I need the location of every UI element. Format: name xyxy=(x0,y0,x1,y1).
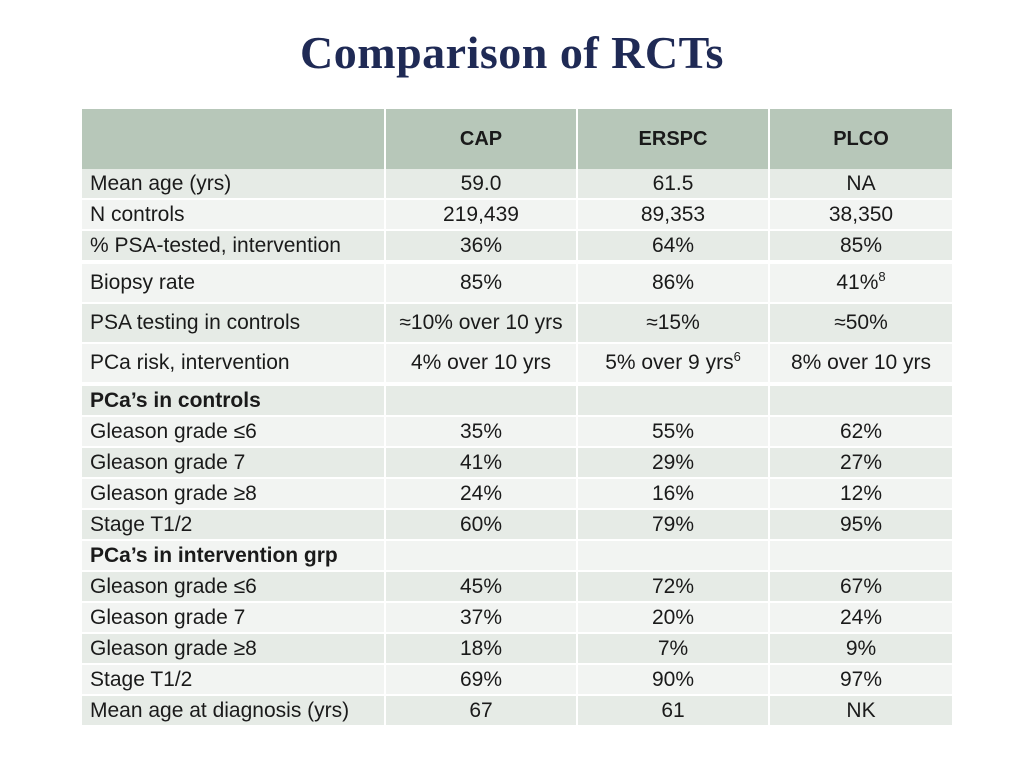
erspc-cell: 79% xyxy=(578,510,770,541)
table-row: Gleason grade ≥8 18% 7% 9% xyxy=(82,634,952,665)
row-label: Gleason grade 7 xyxy=(82,603,386,634)
plco-cell: 24% xyxy=(770,603,952,634)
cap-cell: 45% xyxy=(386,572,578,603)
plco-cell: 67% xyxy=(770,572,952,603)
plco-cell: 62% xyxy=(770,417,952,448)
section-row-intervention: PCa’s in intervention grp xyxy=(82,541,952,572)
plco-cell xyxy=(770,541,952,572)
row-label: Mean age (yrs) xyxy=(82,169,386,200)
table-row: Biopsy rate 85% 86% 41%8 xyxy=(82,262,952,304)
erspc-cell: 86% xyxy=(578,262,770,304)
erspc-cell: 20% xyxy=(578,603,770,634)
plco-cell: 27% xyxy=(770,448,952,479)
erspc-cell: 72% xyxy=(578,572,770,603)
cap-cell: 36% xyxy=(386,231,578,262)
plco-cell: NK xyxy=(770,696,952,727)
erspc-cell: 61.5 xyxy=(578,169,770,200)
section-label: PCa’s in controls xyxy=(82,384,386,417)
erspc-cell: 90% xyxy=(578,665,770,696)
row-label: Stage T1/2 xyxy=(82,665,386,696)
plco-cell: 97% xyxy=(770,665,952,696)
row-label: PCa risk, intervention xyxy=(82,344,386,384)
plco-cell: 8% over 10 yrs xyxy=(770,344,952,384)
cap-cell: 35% xyxy=(386,417,578,448)
erspc-cell: 64% xyxy=(578,231,770,262)
table-row: % PSA-tested, intervention 36% 64% 85% xyxy=(82,231,952,262)
section-row-controls: PCa’s in controls xyxy=(82,384,952,417)
plco-cell: NA xyxy=(770,169,952,200)
erspc-value: 5% over 9 yrs xyxy=(605,351,734,374)
cap-cell: 85% xyxy=(386,262,578,304)
header-cap: CAP xyxy=(386,109,578,169)
row-label: Gleason grade ≤6 xyxy=(82,572,386,603)
cap-cell: 37% xyxy=(386,603,578,634)
row-label: Gleason grade ≥8 xyxy=(82,634,386,665)
cap-cell: 59.0 xyxy=(386,169,578,200)
plco-cell: 9% xyxy=(770,634,952,665)
table-row: N controls 219,439 89,353 38,350 xyxy=(82,200,952,231)
row-label: Mean age at diagnosis (yrs) xyxy=(82,696,386,727)
plco-cell: ≈50% xyxy=(770,304,952,344)
header-plco: PLCO xyxy=(770,109,952,169)
cap-cell: 41% xyxy=(386,448,578,479)
erspc-cell: 55% xyxy=(578,417,770,448)
row-label: PSA testing in controls xyxy=(82,304,386,344)
erspc-cell: 16% xyxy=(578,479,770,510)
cap-cell: 219,439 xyxy=(386,200,578,231)
cap-cell: 60% xyxy=(386,510,578,541)
row-label: Gleason grade ≥8 xyxy=(82,479,386,510)
rct-comparison-table: CAP ERSPC PLCO Mean age (yrs) 59.0 61.5 … xyxy=(82,109,952,727)
erspc-cell: 7% xyxy=(578,634,770,665)
footnote-marker: 8 xyxy=(878,269,886,284)
plco-cell: 95% xyxy=(770,510,952,541)
table-row: Stage T1/2 60% 79% 95% xyxy=(82,510,952,541)
plco-cell: 38,350 xyxy=(770,200,952,231)
table-row: Gleason grade ≥8 24% 16% 12% xyxy=(82,479,952,510)
table-row: Gleason grade 7 41% 29% 27% xyxy=(82,448,952,479)
cap-cell: ≈10% over 10 yrs xyxy=(386,304,578,344)
table-header-row: CAP ERSPC PLCO xyxy=(82,109,952,169)
plco-cell xyxy=(770,384,952,417)
table-row: Mean age (yrs) 59.0 61.5 NA xyxy=(82,169,952,200)
cap-cell xyxy=(386,541,578,572)
cap-cell: 4% over 10 yrs xyxy=(386,344,578,384)
erspc-cell: 5% over 9 yrs6 xyxy=(578,344,770,384)
plco-cell: 41%8 xyxy=(770,262,952,304)
table-row: Gleason grade ≤6 45% 72% 67% xyxy=(82,572,952,603)
plco-cell: 12% xyxy=(770,479,952,510)
header-blank xyxy=(82,109,386,169)
erspc-cell: 89,353 xyxy=(578,200,770,231)
row-label: Gleason grade ≤6 xyxy=(82,417,386,448)
erspc-cell xyxy=(578,384,770,417)
row-label: Gleason grade 7 xyxy=(82,448,386,479)
cap-cell xyxy=(386,384,578,417)
cap-cell: 24% xyxy=(386,479,578,510)
cap-cell: 18% xyxy=(386,634,578,665)
slide-title: Comparison of RCTs xyxy=(300,27,724,78)
plco-cell: 85% xyxy=(770,231,952,262)
header-erspc: ERSPC xyxy=(578,109,770,169)
row-label: % PSA-tested, intervention xyxy=(82,231,386,262)
table-row: Gleason grade ≤6 35% 55% 62% xyxy=(82,417,952,448)
row-label: N controls xyxy=(82,200,386,231)
table-row: Stage T1/2 69% 90% 97% xyxy=(82,665,952,696)
footnote-marker: 6 xyxy=(733,349,741,364)
table-row: PCa risk, intervention 4% over 10 yrs 5%… xyxy=(82,344,952,384)
erspc-cell: 29% xyxy=(578,448,770,479)
cap-cell: 69% xyxy=(386,665,578,696)
cap-cell: 67 xyxy=(386,696,578,727)
table-row: Gleason grade 7 37% 20% 24% xyxy=(82,603,952,634)
plco-value: 41% xyxy=(836,271,879,294)
row-label: Stage T1/2 xyxy=(82,510,386,541)
row-label: Biopsy rate xyxy=(82,262,386,304)
table-row: Mean age at diagnosis (yrs) 67 61 NK xyxy=(82,696,952,727)
erspc-cell xyxy=(578,541,770,572)
erspc-cell: 61 xyxy=(578,696,770,727)
erspc-cell: ≈15% xyxy=(578,304,770,344)
section-label: PCa’s in intervention grp xyxy=(82,541,386,572)
table-row: PSA testing in controls ≈10% over 10 yrs… xyxy=(82,304,952,344)
